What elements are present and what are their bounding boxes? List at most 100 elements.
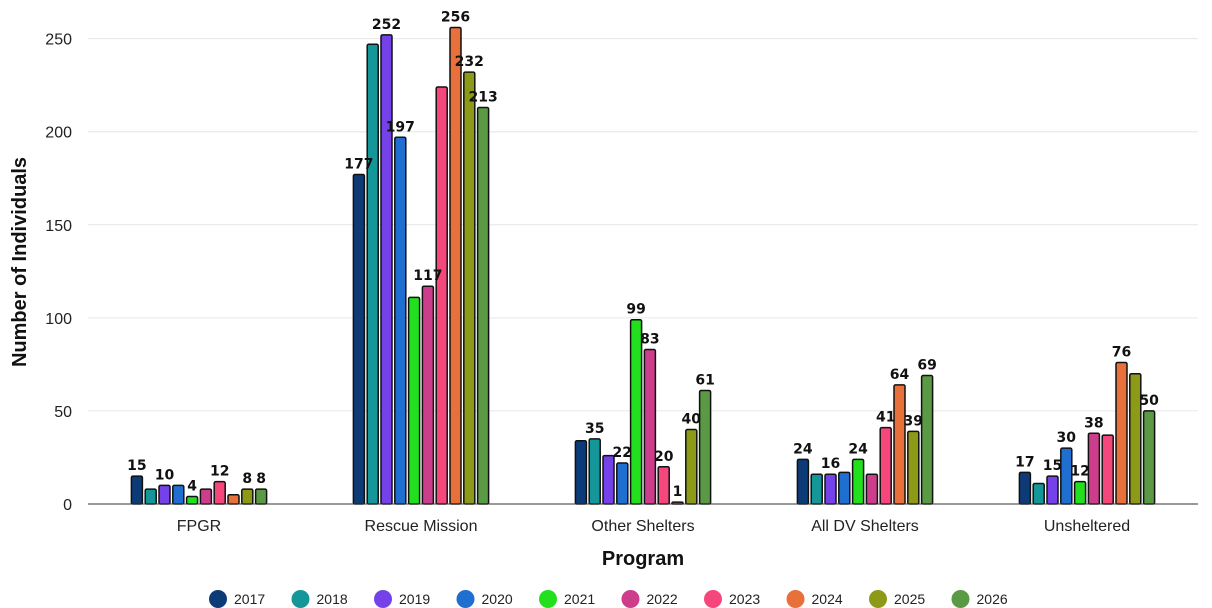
bar-2019-4 xyxy=(1046,475,1059,505)
bar-2021-4 xyxy=(1073,480,1087,505)
bar-2018-4 xyxy=(1032,482,1045,505)
data-label: 15 xyxy=(127,458,146,474)
bar-2024-3 xyxy=(893,384,906,505)
legend-swatch xyxy=(704,590,722,608)
legend-label: 2023 xyxy=(729,591,760,607)
data-label: 22 xyxy=(613,445,632,461)
bar-2019-3 xyxy=(824,473,837,505)
bar-2023-4 xyxy=(1101,434,1114,505)
bar-2017-0 xyxy=(130,475,144,505)
bar-2022-2 xyxy=(643,348,657,505)
legend-swatch xyxy=(786,590,805,608)
legend-label: 2017 xyxy=(234,591,265,607)
x-tick-label: All DV Shelters xyxy=(811,518,919,535)
bar-2023-0 xyxy=(213,480,226,505)
bar-2026-2 xyxy=(698,389,712,505)
data-label: 38 xyxy=(1084,415,1103,431)
bar-2025-0 xyxy=(241,488,254,505)
bar-2022-3 xyxy=(865,473,879,505)
data-label: 232 xyxy=(455,54,484,70)
y-tick-label: 0 xyxy=(63,497,72,514)
data-label: 41 xyxy=(876,410,895,426)
data-label: 64 xyxy=(890,367,910,383)
legend-label: 2021 xyxy=(564,591,595,607)
bar-2021-1 xyxy=(407,296,421,505)
legend-label: 2026 xyxy=(977,591,1008,607)
data-label: 35 xyxy=(585,421,604,437)
x-tick-label: Rescue Mission xyxy=(365,518,478,535)
bar-2026-1 xyxy=(476,106,490,505)
x-tick-label: Other Shelters xyxy=(591,518,694,535)
data-label: 24 xyxy=(848,441,868,457)
data-label: 1 xyxy=(673,484,683,500)
data-label: 252 xyxy=(372,17,401,33)
data-label: 15 xyxy=(1043,458,1062,474)
data-label: 40 xyxy=(682,412,702,428)
y-tick-label: 50 xyxy=(54,404,72,421)
data-label: 99 xyxy=(626,302,645,318)
data-label: 20 xyxy=(654,449,674,465)
bar-2018-3 xyxy=(810,473,823,505)
bar-2020-2 xyxy=(616,462,629,505)
bar-2017-3 xyxy=(796,458,810,505)
legend: 2017 2018 2019 2020 2021 2022 2023 2024 2025 2026 xyxy=(209,590,1008,608)
legend-swatch xyxy=(374,590,392,608)
data-label: 213 xyxy=(468,89,497,105)
legend-swatch xyxy=(539,590,557,608)
bar-2022-4 xyxy=(1087,432,1101,505)
legend-label: 2019 xyxy=(399,591,430,607)
data-label: 61 xyxy=(695,372,714,388)
data-label: 17 xyxy=(1015,454,1034,470)
data-label: 4 xyxy=(187,479,197,495)
bar-2017-4 xyxy=(1018,471,1032,505)
x-tick-label: FPGR xyxy=(177,518,221,535)
legend-label: 2018 xyxy=(317,591,348,607)
bar-2023-3 xyxy=(879,426,892,505)
legend-swatch xyxy=(869,590,887,608)
bar-2026-3 xyxy=(920,374,934,505)
data-label: 16 xyxy=(821,456,840,472)
legend-label: 2022 xyxy=(647,591,678,607)
data-label: 177 xyxy=(344,157,373,173)
bar-2025-1 xyxy=(463,71,476,505)
data-label: 50 xyxy=(1139,393,1159,409)
legend-label: 2020 xyxy=(482,591,513,607)
bar-2018-2 xyxy=(588,438,601,505)
y-tick-label: 100 xyxy=(45,311,72,328)
bar-2019-1 xyxy=(380,34,393,505)
bar-2026-0 xyxy=(254,488,268,505)
bar-2024-0 xyxy=(227,493,240,505)
bar-2024-1 xyxy=(449,26,462,505)
y-tick-label: 150 xyxy=(45,218,72,235)
data-label: 8 xyxy=(242,471,252,487)
x-axis-title: Program xyxy=(602,548,684,570)
y-tick-label: 200 xyxy=(45,125,72,142)
y-axis-title: Number of Individuals xyxy=(9,157,31,367)
bar-2019-0 xyxy=(158,484,171,505)
data-label: 30 xyxy=(1057,430,1077,446)
data-label: 39 xyxy=(904,413,923,429)
bar-2025-2 xyxy=(685,428,698,505)
bar-2017-2 xyxy=(574,439,588,505)
legend-swatch xyxy=(621,590,640,608)
bars xyxy=(130,26,1156,505)
bar-2022-1 xyxy=(421,285,435,505)
bar-2023-1 xyxy=(435,86,448,505)
bar-2022-0 xyxy=(199,488,213,505)
bar-2020-0 xyxy=(172,484,185,505)
bar-2018-1 xyxy=(366,43,379,505)
bar-2017-1 xyxy=(352,173,366,505)
bar-2020-3 xyxy=(838,471,851,505)
data-label: 117 xyxy=(413,268,442,284)
bar-2023-2 xyxy=(657,466,670,505)
data-label: 12 xyxy=(1070,464,1089,480)
data-label: 197 xyxy=(386,119,415,135)
bar-2026-4 xyxy=(1142,410,1156,505)
legend-swatch xyxy=(456,590,475,608)
legend-swatch xyxy=(951,590,970,608)
y-tick-label: 250 xyxy=(45,32,72,49)
bar-2021-0 xyxy=(185,495,199,505)
bar-2025-3 xyxy=(907,430,920,505)
